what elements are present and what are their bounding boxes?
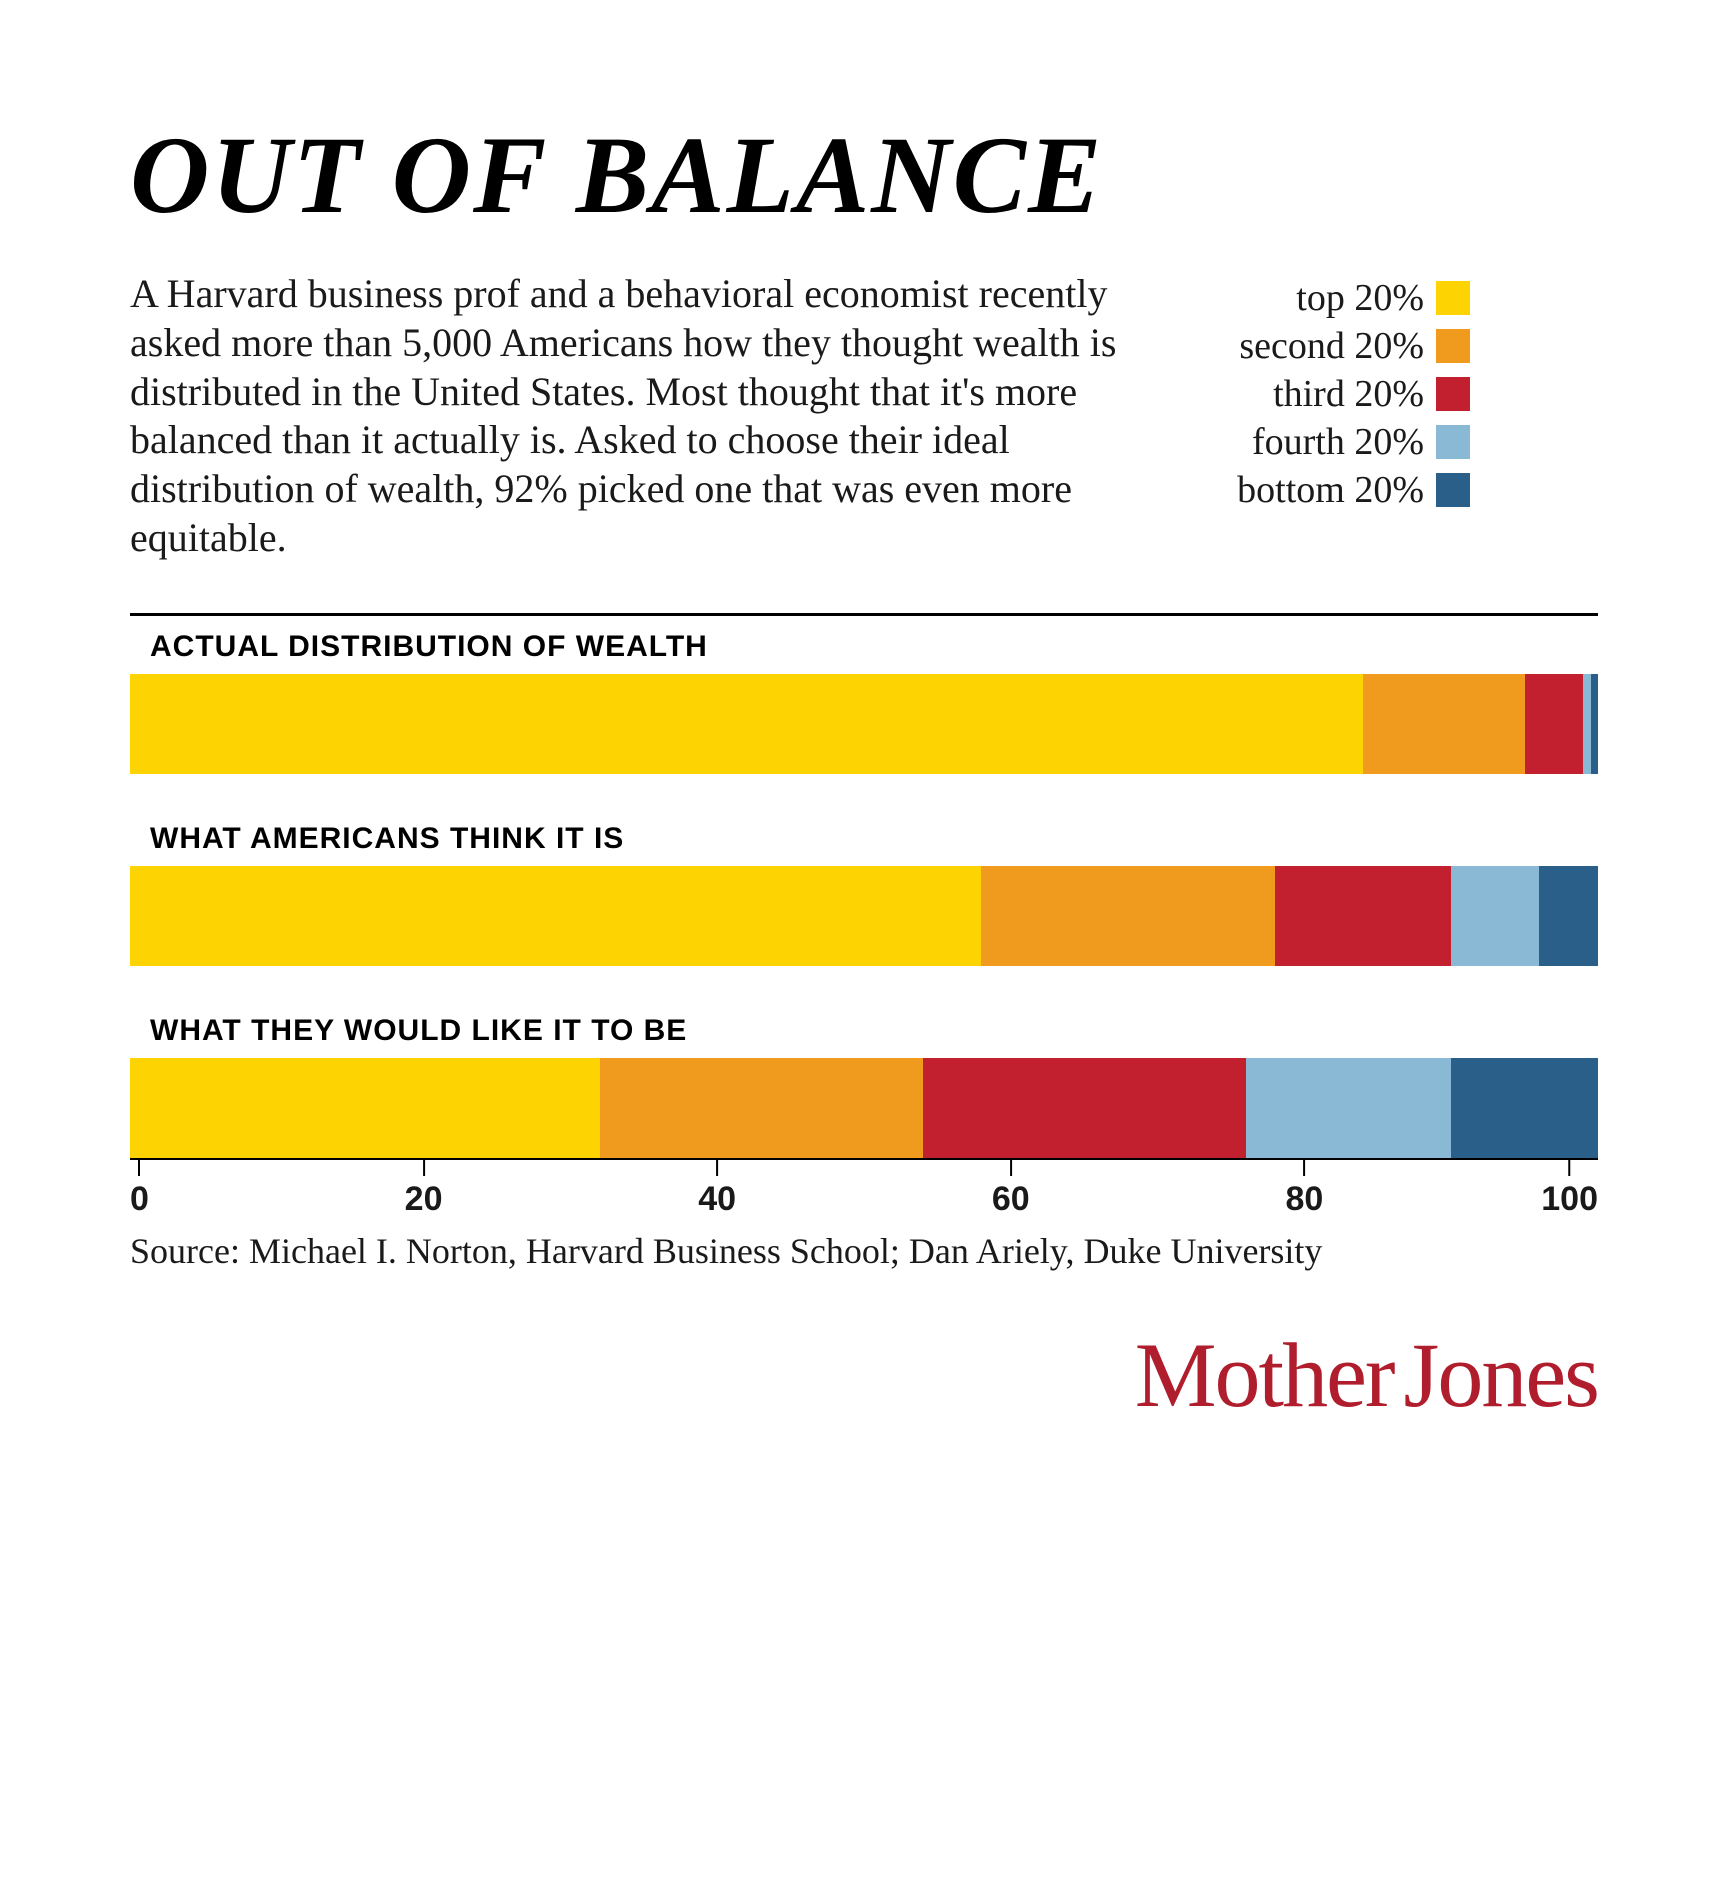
bar-label: WHAT AMERICANS THINK IT IS bbox=[130, 808, 1598, 866]
legend-label: second 20% bbox=[1239, 324, 1424, 368]
bar-segment-fourth20 bbox=[1583, 674, 1590, 774]
tick-label: 100 bbox=[1541, 1180, 1598, 1219]
legend-swatch bbox=[1436, 425, 1470, 459]
stacked-bar bbox=[130, 866, 1598, 966]
brand-word-2: Jones bbox=[1404, 1324, 1598, 1426]
legend-swatch bbox=[1436, 377, 1470, 411]
tick-label: 60 bbox=[992, 1180, 1030, 1219]
publication-logo: MotherJones bbox=[130, 1322, 1598, 1428]
tick-label: 80 bbox=[1285, 1180, 1323, 1219]
bar-segment-top20 bbox=[130, 674, 1363, 774]
tick-label: 0 bbox=[130, 1180, 149, 1219]
bar-segment-bottom20 bbox=[1451, 1058, 1598, 1158]
legend-swatch bbox=[1436, 281, 1470, 315]
bar-label: ACTUAL DISTRIBUTION OF WEALTH bbox=[130, 616, 1598, 674]
brand-word-1: Mother bbox=[1135, 1324, 1394, 1426]
stacked-bar bbox=[130, 674, 1598, 774]
intro-row: A Harvard business prof and a behavioral… bbox=[130, 270, 1598, 563]
page-title: OUT OF BALANCE bbox=[130, 120, 1598, 230]
tick-label: 40 bbox=[698, 1180, 736, 1219]
axis-tick: 40 bbox=[698, 1160, 736, 1219]
bar-label: WHAT THEY WOULD LIKE IT TO BE bbox=[130, 1000, 1598, 1058]
axis-tick: 20 bbox=[405, 1160, 443, 1219]
legend-item: second 20% bbox=[1180, 324, 1470, 368]
bar-gap bbox=[130, 774, 1598, 808]
legend-label: top 20% bbox=[1296, 276, 1424, 320]
legend-label: third 20% bbox=[1273, 372, 1424, 416]
legend-label: bottom 20% bbox=[1237, 468, 1424, 512]
legend-item: top 20% bbox=[1180, 276, 1470, 320]
bar-group: ACTUAL DISTRIBUTION OF WEALTH bbox=[130, 616, 1598, 774]
bar-segment-third20 bbox=[1275, 866, 1451, 966]
legend-item: bottom 20% bbox=[1180, 468, 1470, 512]
source-line: Source: Michael I. Norton, Harvard Busin… bbox=[130, 1230, 1598, 1272]
legend-swatch bbox=[1436, 329, 1470, 363]
bar-segment-third20 bbox=[923, 1058, 1246, 1158]
chart: ACTUAL DISTRIBUTION OF WEALTH WHAT AMERI… bbox=[130, 613, 1598, 1218]
bar-segment-second20 bbox=[600, 1058, 923, 1158]
legend-label: fourth 20% bbox=[1252, 420, 1424, 464]
tick-label: 20 bbox=[405, 1180, 443, 1219]
infographic-root: OUT OF BALANCE A Harvard business prof a… bbox=[0, 0, 1728, 1488]
bar-group: WHAT THEY WOULD LIKE IT TO BE bbox=[130, 1000, 1598, 1158]
bar-segment-second20 bbox=[1363, 674, 1524, 774]
bar-segment-fourth20 bbox=[1246, 1058, 1452, 1158]
stacked-bar bbox=[130, 1058, 1598, 1158]
legend-item: fourth 20% bbox=[1180, 420, 1470, 464]
axis-tick: 100 bbox=[1541, 1160, 1598, 1219]
legend-item: third 20% bbox=[1180, 372, 1470, 416]
bar-segment-top20 bbox=[130, 1058, 600, 1158]
axis-tick: 0 bbox=[130, 1160, 149, 1219]
bar-gap bbox=[130, 966, 1598, 1000]
legend: top 20% second 20% third 20% fourth 20% … bbox=[1180, 270, 1470, 563]
intro-paragraph: A Harvard business prof and a behavioral… bbox=[130, 270, 1120, 563]
bar-group: WHAT AMERICANS THINK IT IS bbox=[130, 808, 1598, 966]
bar-segment-bottom20 bbox=[1539, 866, 1598, 966]
legend-swatch bbox=[1436, 473, 1470, 507]
x-axis: 0 20 40 60 80 100 bbox=[130, 1158, 1598, 1218]
axis-tick: 80 bbox=[1285, 1160, 1323, 1219]
axis-tick: 60 bbox=[992, 1160, 1030, 1219]
bar-segment-third20 bbox=[1525, 674, 1584, 774]
bar-segment-bottom20 bbox=[1591, 674, 1598, 774]
bar-segment-fourth20 bbox=[1451, 866, 1539, 966]
bar-segment-second20 bbox=[981, 866, 1275, 966]
bar-segment-top20 bbox=[130, 866, 981, 966]
